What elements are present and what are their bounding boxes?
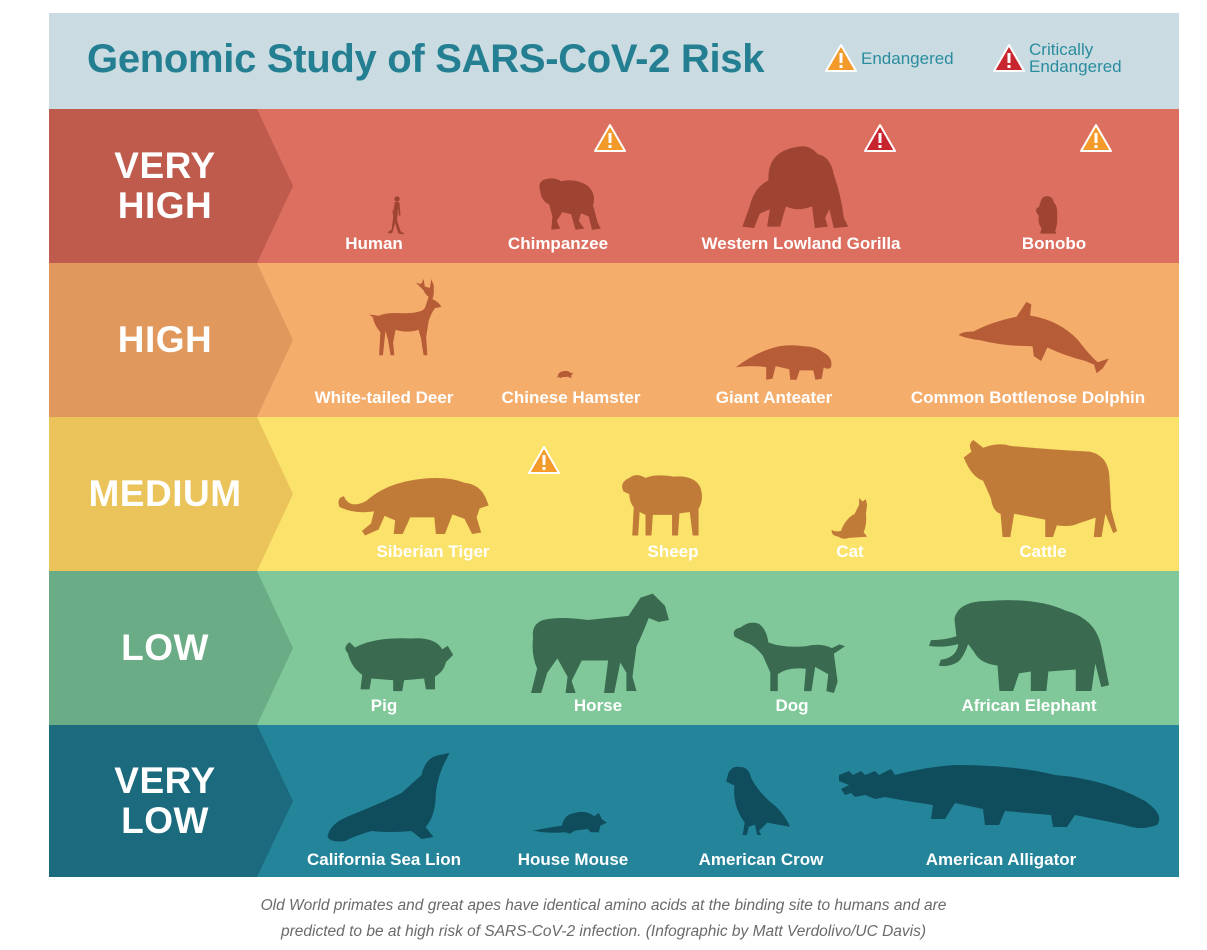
- risk-level-tab: [49, 571, 293, 725]
- deer-icon: [368, 278, 442, 356]
- risk-level-label-line: HIGH: [117, 319, 213, 360]
- animal-item: [835, 765, 1165, 835]
- mouse-icon: [533, 811, 607, 834]
- legend-critically-label-line1: Critically: [1029, 40, 1094, 59]
- animal-name: Giant Anteater: [715, 388, 833, 407]
- gorilla-icon: [742, 146, 849, 229]
- animal-name: Siberian Tiger: [376, 542, 490, 561]
- legend-endangered-label: Endangered: [861, 48, 954, 68]
- animal-name: Common Bottlenose Dolphin: [910, 388, 1146, 407]
- risk-level-label: LOW: [49, 628, 281, 668]
- animal-item: [527, 581, 671, 693]
- animal-name: Chimpanzee: [507, 234, 609, 253]
- risk-band: VERY LOW California Sea Lion House Mouse Ame…: [49, 725, 1179, 877]
- animal-name: American Crow: [698, 850, 824, 869]
- animal-item: [533, 349, 601, 379]
- sheep-icon: [622, 475, 702, 536]
- page-title: Genomic Study of SARS-CoV-2 Risk: [87, 37, 765, 81]
- animal-name: Bonobo: [1021, 234, 1087, 253]
- animal-name: Cat: [836, 542, 864, 561]
- risk-level-label-line: VERY: [114, 145, 216, 186]
- animal-item: [525, 797, 615, 837]
- critically-endangered-warning-icon: [863, 123, 897, 158]
- animal-item: [319, 749, 454, 845]
- hamster-icon: [556, 370, 573, 379]
- cat-icon: [831, 498, 868, 539]
- animal-name: Chinese Hamster: [501, 388, 641, 407]
- risk-level-label: VERY HIGH: [49, 146, 281, 226]
- animal-name: Sheep: [647, 542, 699, 561]
- risk-level-label-line: HIGH: [117, 185, 213, 226]
- endangered-warning-icon: [593, 123, 627, 158]
- risk-level-tab: [49, 263, 293, 417]
- animal-name: House Mouse: [517, 850, 629, 869]
- legend-critically-endangered: Critically Endangered: [992, 41, 1122, 75]
- human-icon: [388, 196, 405, 235]
- animal-item: [725, 119, 870, 231]
- header: Genomic Study of SARS-CoV-2 Risk Endange…: [49, 13, 1179, 109]
- animal-item: [335, 617, 455, 693]
- animal-name: African Elephant: [961, 696, 1097, 715]
- animal-name: Western Lowland Gorilla: [701, 234, 901, 253]
- risk-band: VERY HIGH Human Chimpanzee Western Lowland G…: [49, 109, 1179, 263]
- animal-item: [515, 143, 625, 233]
- risk-level-tab: [49, 109, 293, 263]
- legend-critically-label-line2: Endangered: [1029, 57, 1122, 76]
- risk-level-tab: [49, 725, 293, 877]
- animal-item: [915, 297, 1155, 377]
- endangered-warning-icon: [1079, 123, 1113, 158]
- cattle-icon: [963, 440, 1118, 538]
- anteater-icon: [735, 345, 832, 380]
- legend-endangered: Endangered: [824, 43, 954, 73]
- horse-icon: [531, 593, 669, 693]
- tiger-icon: [338, 477, 489, 536]
- animal-name: Cattle: [1019, 542, 1067, 561]
- caption-line-1: Old World primates and great apes have i…: [260, 897, 947, 914]
- caption-line-2: predicted to be at high risk of SARS-CoV…: [281, 923, 926, 940]
- animal-item: [813, 473, 887, 539]
- risk-level-tab: [49, 417, 293, 571]
- animal-item: [367, 113, 427, 235]
- animal-item: [601, 453, 721, 537]
- bonobo-icon: [1035, 196, 1058, 234]
- risk-level-label: VERY LOW: [49, 761, 281, 841]
- risk-level-label-line: LOW: [121, 800, 209, 841]
- animal-item: [689, 317, 879, 385]
- risk-level-label-line: MEDIUM: [88, 473, 242, 514]
- elephant-icon: [929, 600, 1110, 692]
- animal-name: American Alligator: [925, 850, 1077, 869]
- warning-icon: [993, 44, 1025, 72]
- infographic: Genomic Study of SARS-CoV-2 Risk Endange…: [49, 13, 1179, 877]
- dolphin-icon: [958, 301, 1109, 374]
- animal-item: [717, 763, 793, 837]
- risk-level-label: MEDIUM: [49, 474, 281, 514]
- animal-item: [311, 445, 511, 537]
- animal-name: Pig: [370, 696, 398, 715]
- crow-icon: [726, 766, 790, 835]
- chimpanzee-icon: [539, 178, 601, 230]
- animal-name: Horse: [573, 696, 623, 715]
- animal-name: White-tailed Deer: [314, 388, 454, 407]
- animal-item: [1015, 147, 1083, 235]
- risk-level-label: HIGH: [49, 320, 281, 360]
- risk-band: MEDIUM Siberian Tiger Sheep Cat Cattle: [49, 417, 1179, 571]
- warning-icon: [825, 44, 857, 72]
- animal-name: Dog: [775, 696, 809, 715]
- animal-name: California Sea Lion: [307, 850, 461, 869]
- alligator-icon: [839, 765, 1160, 828]
- animal-item: [731, 607, 847, 693]
- risk-level-label-line: LOW: [121, 627, 209, 668]
- sea-lion-icon: [327, 753, 450, 842]
- animal-item: [954, 425, 1119, 539]
- pig-icon: [345, 638, 454, 692]
- risk-band: HIGH White-tailed Deer Chinese Hamster Gian…: [49, 263, 1179, 417]
- risk-band: LOW Pig Horse Dog African Elephant: [49, 571, 1179, 725]
- risk-level-label-line: VERY: [114, 760, 216, 801]
- caption: Old World primates and great apes have i…: [0, 893, 1207, 945]
- endangered-warning-icon: [527, 445, 561, 480]
- animal-name: Human: [345, 234, 403, 253]
- animal-item: [929, 577, 1111, 693]
- animal-item: [341, 269, 449, 359]
- dog-icon: [733, 622, 846, 693]
